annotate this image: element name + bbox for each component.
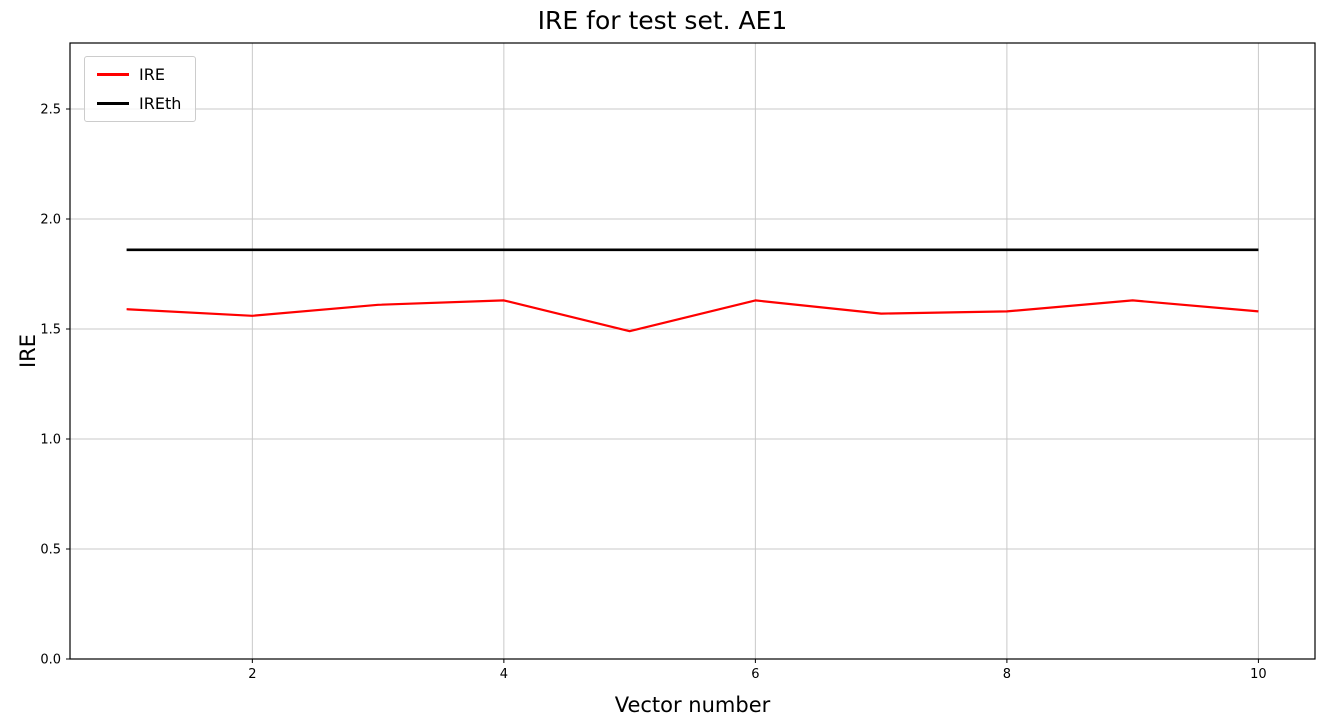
legend-item-ire: IRE [97, 65, 181, 84]
legend-line-swatch-ireth [97, 102, 129, 105]
x-tick-label: 10 [1250, 667, 1267, 682]
series-line-ire [126, 299, 1259, 333]
axes-spines [69, 42, 1316, 660]
chart-title: IRE for test set. AE1 [537, 6, 788, 35]
y-axis-label: IRE [16, 333, 40, 369]
legend-label-ire: IRE [139, 65, 165, 84]
x-tick-label: 6 [751, 667, 759, 682]
y-tick-label: 0.0 [40, 653, 61, 668]
legend-line-swatch-ire [97, 73, 129, 76]
y-tick-label: 0.5 [40, 543, 61, 558]
y-tick-label: 1.5 [40, 323, 61, 338]
y-tick-label: 1.0 [40, 433, 61, 448]
legend-item-ireth: IREth [97, 94, 181, 113]
legend-label-ireth: IREth [139, 94, 182, 113]
legend: IRE IREth [84, 56, 197, 122]
x-tick-label: 4 [500, 667, 508, 682]
x-tick-label: 2 [248, 667, 256, 682]
x-tick-label: 8 [1003, 667, 1011, 682]
y-tick-label: 2.5 [40, 103, 61, 118]
x-axis-label: Vector number [614, 693, 771, 717]
y-tick-label: 2.0 [40, 213, 61, 228]
